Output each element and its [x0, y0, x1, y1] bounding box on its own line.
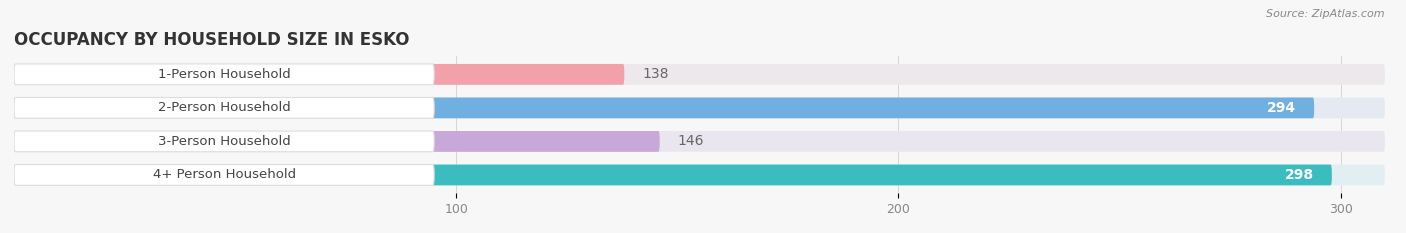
FancyBboxPatch shape — [14, 97, 1315, 118]
Text: OCCUPANCY BY HOUSEHOLD SIZE IN ESKO: OCCUPANCY BY HOUSEHOLD SIZE IN ESKO — [14, 31, 409, 49]
FancyBboxPatch shape — [14, 164, 1331, 185]
FancyBboxPatch shape — [14, 131, 1385, 152]
Text: 146: 146 — [678, 134, 704, 148]
Text: 294: 294 — [1267, 101, 1296, 115]
Text: 4+ Person Household: 4+ Person Household — [152, 168, 295, 182]
Text: Source: ZipAtlas.com: Source: ZipAtlas.com — [1267, 9, 1385, 19]
FancyBboxPatch shape — [14, 97, 434, 118]
Text: 1-Person Household: 1-Person Household — [157, 68, 291, 81]
FancyBboxPatch shape — [14, 64, 434, 85]
FancyBboxPatch shape — [14, 64, 624, 85]
FancyBboxPatch shape — [14, 131, 659, 152]
FancyBboxPatch shape — [14, 97, 1385, 118]
Text: 138: 138 — [643, 67, 668, 81]
Text: 298: 298 — [1285, 168, 1315, 182]
Text: 3-Person Household: 3-Person Household — [157, 135, 291, 148]
FancyBboxPatch shape — [14, 164, 1385, 185]
Text: 2-Person Household: 2-Person Household — [157, 101, 291, 114]
FancyBboxPatch shape — [14, 64, 1385, 85]
FancyBboxPatch shape — [14, 131, 434, 152]
FancyBboxPatch shape — [14, 164, 434, 185]
